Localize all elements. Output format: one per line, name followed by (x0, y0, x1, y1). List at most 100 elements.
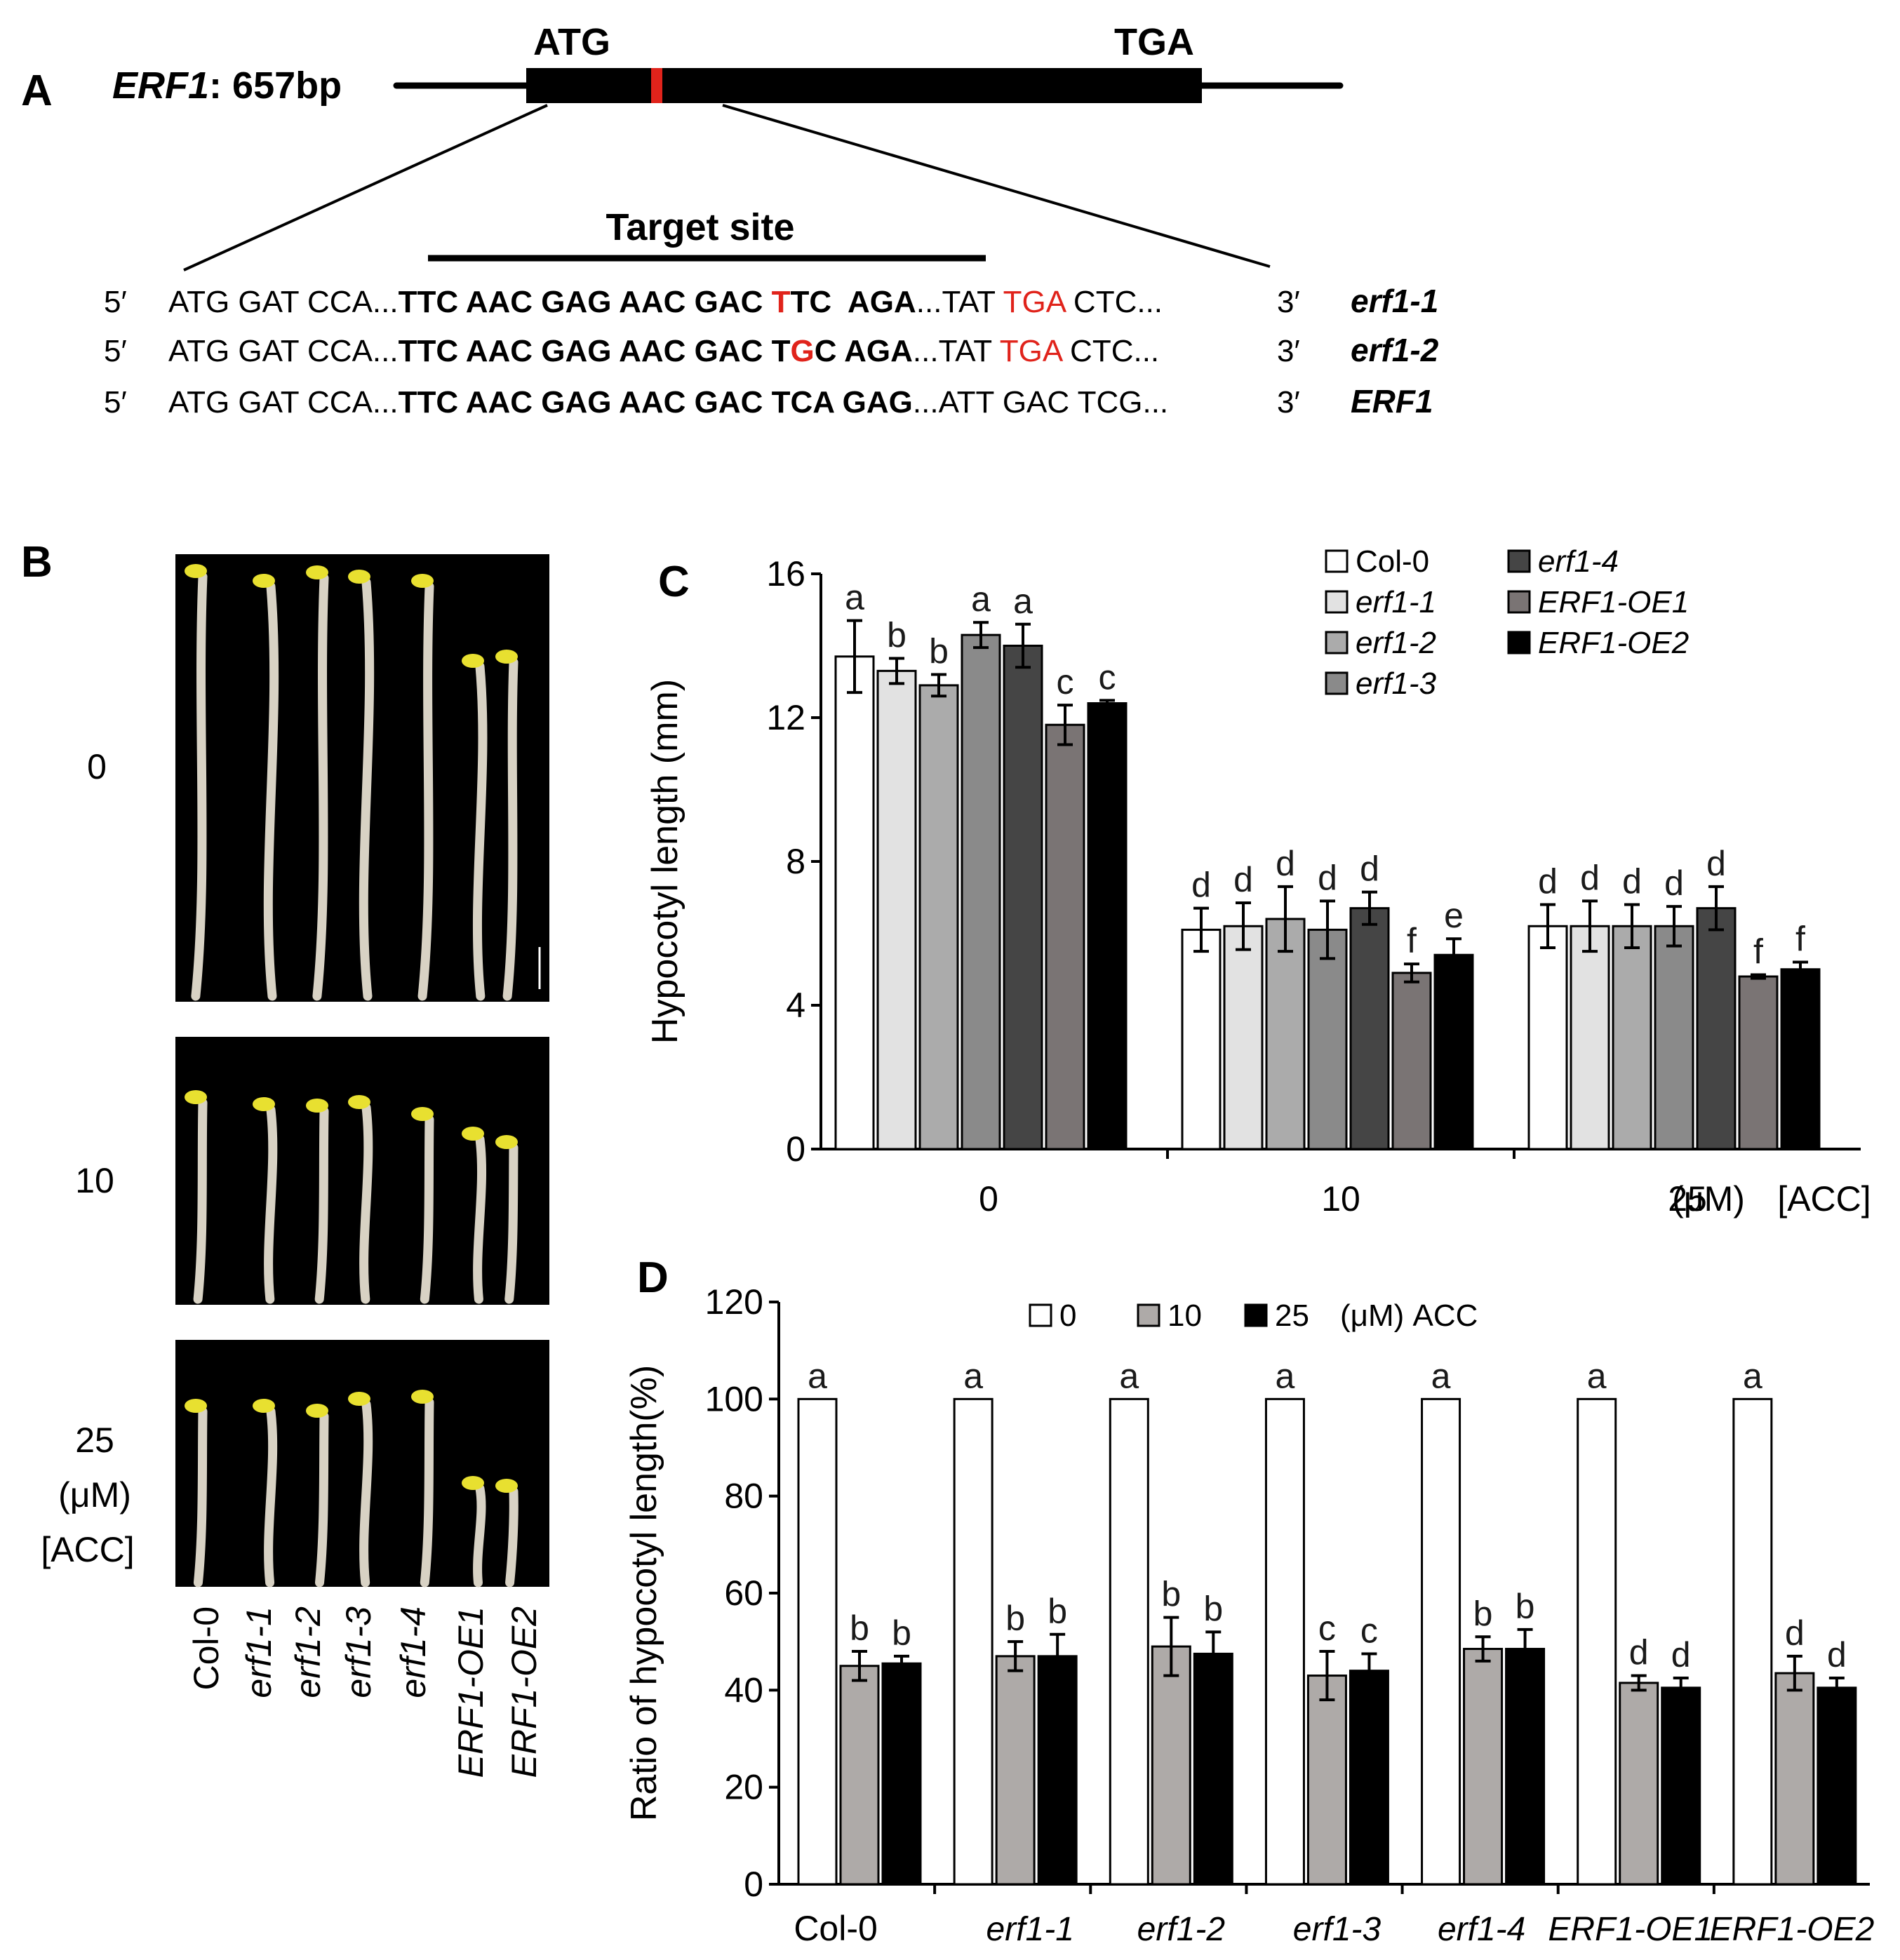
seedling-cotyledon (306, 1404, 328, 1418)
bar (1732, 1397, 1773, 1886)
seq-segment: T (772, 285, 791, 319)
legend-label: ERF1-OE1 (1538, 585, 1689, 619)
legend-label: erf1-3 (1356, 666, 1436, 701)
bar (1306, 1674, 1347, 1886)
genotype-label-b: erf1-2 (288, 1606, 328, 1698)
legend-label: 10 (1168, 1298, 1202, 1333)
bar (1696, 907, 1737, 1150)
coding-region (526, 68, 1202, 103)
x-tick-label: erf1-1 (986, 1911, 1074, 1948)
bar (1391, 972, 1432, 1150)
bar (953, 1397, 994, 1886)
bar (1612, 925, 1652, 1150)
seedling-hypocotyl (314, 1411, 329, 1588)
bar (881, 1662, 922, 1886)
significance-letter: a (845, 578, 864, 617)
significance-letter: d (1671, 1635, 1691, 1674)
seq-segment: ...TAT (913, 334, 1000, 368)
seedling-cotyledon (185, 564, 207, 578)
seedling-cotyledon (253, 1097, 275, 1111)
significance-letter: b (1005, 1599, 1025, 1638)
bar (1193, 1652, 1233, 1886)
seedling-hypocotyl (504, 1143, 519, 1304)
bar (1045, 723, 1085, 1150)
y-tick-label: 8 (786, 842, 805, 881)
legend-swatch (1507, 549, 1531, 573)
seedling-hypocotyl (473, 1134, 487, 1304)
seedling-hypocotyl (191, 572, 208, 1001)
seq-3prime: 3′ (1277, 285, 1300, 319)
genotype-label-b: ERF1-OE1 (451, 1606, 490, 1778)
x-tick-label: erf1-2 (1137, 1911, 1225, 1948)
legend-label: erf1-4 (1538, 544, 1619, 579)
seq-3prime: 3′ (1277, 334, 1300, 368)
seq-segment: TTC AAC GAG AAC GAC T (399, 334, 791, 368)
legend-label: ERF1-OE2 (1538, 626, 1689, 660)
bar (961, 633, 1001, 1150)
seedlings (185, 564, 519, 1588)
seq-name: ERF1 (1351, 383, 1433, 419)
seedling-cotyledon (411, 1390, 434, 1404)
y-tick-label: 80 (724, 1477, 763, 1516)
genotype-label-b: ERF1-OE2 (504, 1606, 544, 1778)
significance-letter: a (1431, 1356, 1451, 1395)
significance-letter: d (1233, 860, 1253, 899)
legend-label: erf1-1 (1356, 585, 1436, 619)
row-label-unit: (μM) (58, 1475, 131, 1515)
sequence-alignment: 5′ ATG GAT CCA...TTC AAC GAG AAC GAC TTC … (104, 283, 1439, 419)
panel-label-a: A (21, 67, 53, 115)
seedling-cotyledon (348, 1095, 370, 1109)
seedling-cotyledon (495, 650, 518, 664)
legend-swatch (1137, 1303, 1160, 1327)
start-codon-label: ATG (533, 21, 610, 63)
genotype-labels-b: Col-0 erf1-1 erf1-2 erf1-3 erf1-4 ERF1-OE1 ERF… (187, 1606, 544, 1778)
significance-letter: d (1191, 866, 1211, 905)
seedling-hypocotyl (420, 1397, 434, 1588)
seedling-hypocotyl (193, 1407, 208, 1588)
y-tick-label: 12 (766, 698, 805, 737)
legend-label: 25 (1275, 1298, 1309, 1333)
significance-letter: d (1360, 850, 1379, 889)
seq-segment: ...TAT (916, 285, 1003, 319)
seq-segment: ...ATT GAC TCG... (913, 385, 1168, 419)
seq-5prime: 5′ (104, 285, 127, 319)
seq-segment: ATG GAT CCA... (168, 334, 399, 368)
seedling-cotyledon (306, 1099, 328, 1113)
target-site-label: Target site (606, 206, 794, 248)
genotype-label-b: erf1-1 (239, 1606, 279, 1698)
seq-segment: ATG GAT CCA... (168, 385, 399, 419)
seedling-hypocotyl (359, 1399, 373, 1588)
seq-5prime: 5′ (104, 334, 127, 368)
significance-letter: d (1629, 1633, 1649, 1672)
significance-letter: d (1622, 862, 1642, 901)
x-tick-label: erf1-3 (1293, 1911, 1381, 1948)
bar (995, 1655, 1036, 1886)
legend-swatch (1507, 631, 1531, 655)
seq-segment: G (791, 334, 815, 368)
seedling-hypocotyl (359, 1103, 373, 1304)
x-tick-label: ERF1-OE1 (1548, 1911, 1713, 1948)
y-tick-label: 60 (724, 1573, 763, 1613)
genotype-label-b: erf1-3 (339, 1606, 378, 1698)
seq-segment: TTC AAC GAG AAC GAC (399, 285, 772, 319)
panel-b-seedling-photos: B 0 10 25 (μM) [ACC] Col-0 erf1-1 erf1-2 er… (21, 538, 549, 1778)
bar (1661, 1686, 1701, 1886)
bar (1003, 645, 1043, 1150)
significance-letter: d (1318, 858, 1337, 897)
bar (1223, 925, 1264, 1150)
significance-letter: f (1753, 932, 1763, 971)
seq-segment: TTC AAC GAG AAC GAC TCA GAG (399, 385, 913, 419)
significance-letter: c (1360, 1611, 1378, 1650)
bar (1087, 702, 1128, 1150)
genotype-label-b: Col-0 (187, 1606, 226, 1690)
significance-letter: d (1664, 864, 1684, 903)
seedling-hypocotyl (505, 1486, 519, 1588)
legend-label: Col-0 (1356, 544, 1429, 579)
bar (834, 655, 875, 1150)
bar (1264, 1397, 1305, 1886)
bar (797, 1397, 838, 1886)
x-acc-label: [ACC] (1777, 1179, 1871, 1219)
seedling-cotyledon (348, 570, 370, 584)
